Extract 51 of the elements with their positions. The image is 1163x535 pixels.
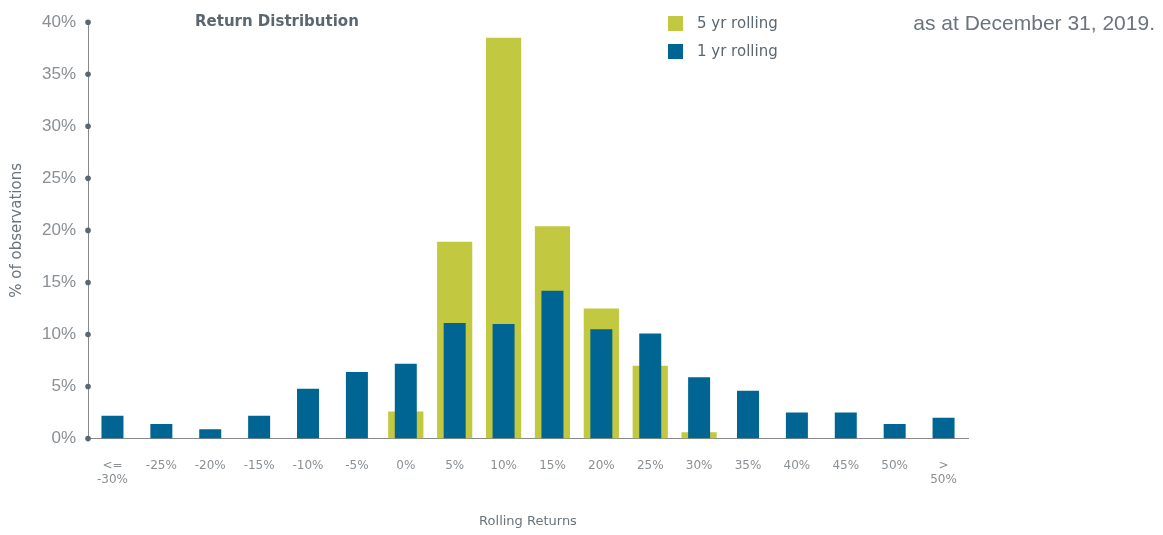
bar (932, 417, 955, 439)
x-tick-label: 25% (636, 457, 664, 472)
bar (541, 290, 564, 439)
chart-title: Return Distribution (195, 12, 359, 30)
y-tick-label: 20% (41, 220, 77, 240)
y-tick-label: 5% (51, 376, 77, 396)
x-tick-label: <= -30% (96, 457, 128, 487)
bar (345, 371, 368, 439)
bar (639, 333, 662, 439)
x-tick-label: -15% (243, 457, 275, 472)
x-tick-label: 0% (396, 457, 416, 472)
x-tick-label: 40% (783, 457, 811, 472)
bar (199, 429, 222, 439)
bar (492, 324, 515, 439)
bar (443, 323, 466, 439)
y-tick-label: 10% (41, 324, 77, 344)
legend-label: 5 yr rolling (697, 14, 778, 32)
y-tick-label: 0% (51, 428, 77, 448)
bar (394, 363, 417, 439)
x-tick-label: 35% (734, 457, 762, 472)
annotation: as at December 31, 2019. (913, 10, 1155, 36)
x-axis-title: Rolling Returns (479, 512, 578, 528)
x-tick-label: > 50% (930, 457, 957, 487)
bar (248, 415, 271, 439)
bar (737, 390, 760, 439)
y-tick-label: 40% (41, 11, 77, 31)
x-tick-label: 20% (588, 457, 615, 472)
y-tick-label: 15% (41, 272, 77, 292)
bar (834, 412, 857, 439)
x-tick-label: -5% (345, 457, 369, 472)
x-tick-label: 30% (685, 457, 713, 472)
x-tick-label: 45% (832, 457, 860, 472)
x-tick-label: -20% (194, 457, 226, 472)
bar (688, 377, 711, 439)
bar (785, 412, 808, 439)
x-tick-label: 15% (539, 457, 566, 472)
bar (590, 329, 613, 439)
bar (101, 415, 124, 439)
bar (297, 388, 320, 439)
y-tick-label: 25% (41, 168, 77, 188)
y-tick-label: 35% (41, 63, 77, 83)
y-tick-label: 30% (41, 115, 77, 135)
legend-label: 1 yr rolling (697, 42, 778, 60)
y-axis-title: % of observations (6, 162, 25, 298)
x-tick-label: -25% (145, 457, 177, 472)
x-tick-label: 50% (881, 457, 908, 472)
x-tick-label: -10% (292, 457, 324, 472)
x-tick-label: 10% (490, 457, 517, 472)
bar (883, 424, 906, 439)
x-tick-label: 5% (445, 457, 465, 472)
bar (150, 424, 173, 439)
